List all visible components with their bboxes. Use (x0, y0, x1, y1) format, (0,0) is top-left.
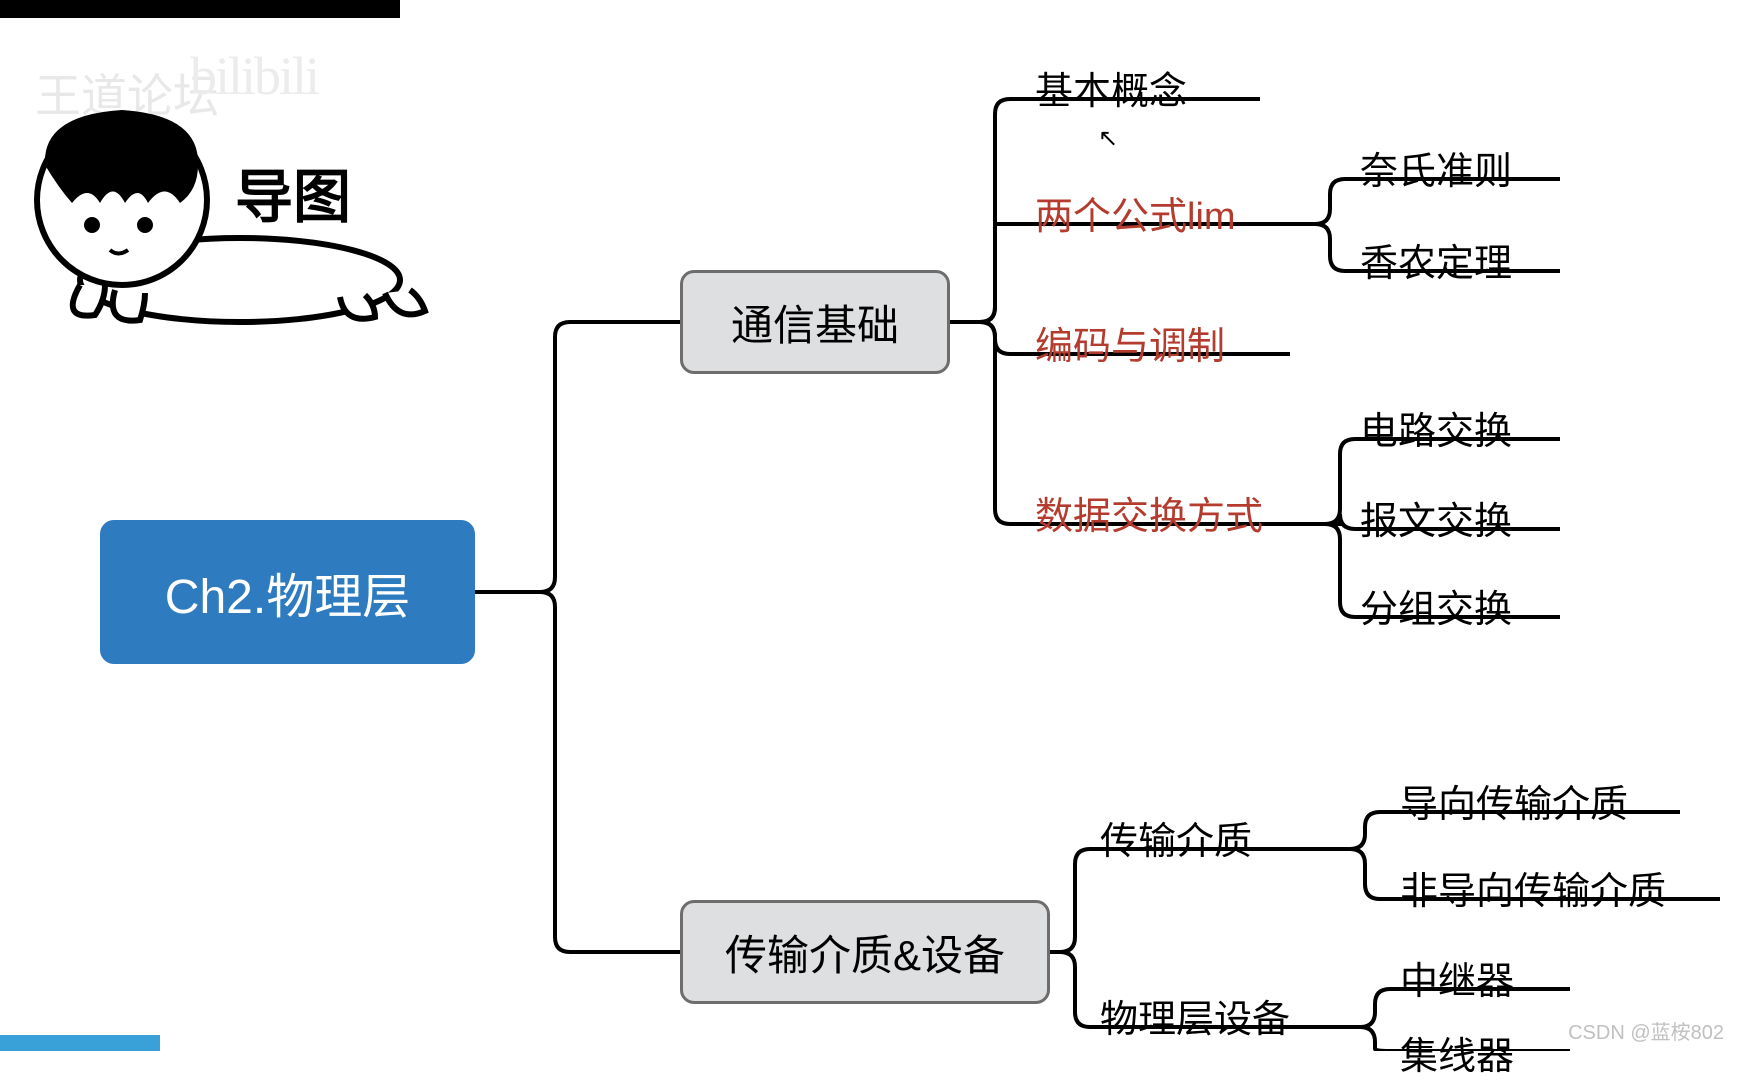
footer-watermark: CSDN @蓝桉802 (1568, 1016, 1724, 1045)
leaf-l6: 物理层设备 (1100, 988, 1290, 1043)
edge-root-n1 (475, 322, 680, 592)
leaf-l3: 编码与调制 (1035, 315, 1225, 370)
leaf-l4a: 电路交换 (1360, 400, 1512, 455)
leaf-l4: 数据交换方式 (1035, 485, 1263, 540)
top-bar (0, 0, 400, 18)
mascot-icon (10, 95, 470, 325)
leaf-l2: 两个公式lim (1035, 185, 1236, 240)
leaf-l6b: 集线器 (1400, 1025, 1514, 1080)
node-n2: 传输介质&设备 (680, 900, 1050, 1004)
leaf-l5a: 导向传输介质 (1400, 773, 1628, 828)
leaf-l6a: 中继器 (1400, 950, 1514, 1005)
cursor-icon: ↖ (1098, 124, 1118, 153)
leaf-l5: 传输介质 (1100, 810, 1252, 865)
progress-bar[interactable] (0, 1035, 160, 1051)
leaf-l2b: 香农定理 (1360, 232, 1512, 287)
node-n1: 通信基础 (680, 270, 950, 374)
leaf-l4c: 分组交换 (1360, 578, 1512, 633)
leaf-l1: 基本概念 (1035, 60, 1187, 115)
leaf-l4b: 报文交换 (1360, 490, 1512, 545)
leaf-l2a: 奈氏准则 (1360, 140, 1512, 195)
edge-root-n2 (475, 592, 680, 952)
leaf-l5b: 非导向传输介质 (1400, 860, 1666, 915)
node-root: Ch2.物理层 (100, 520, 475, 664)
